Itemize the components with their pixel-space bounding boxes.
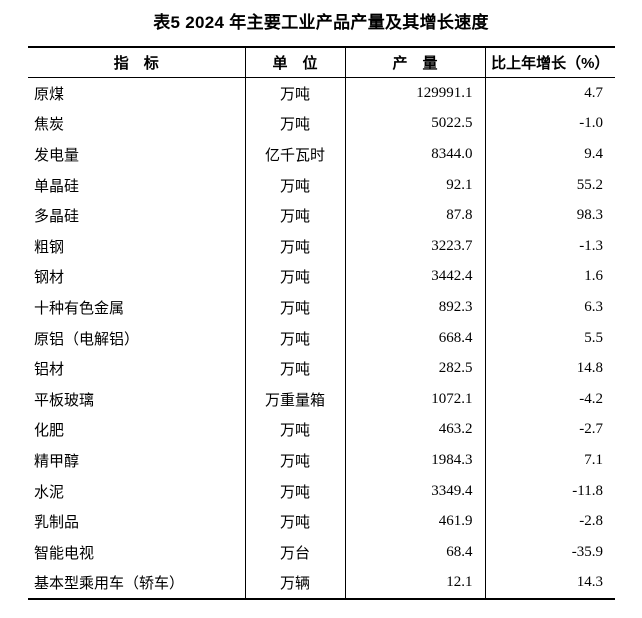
cell-output: 282.5 (344, 353, 485, 384)
cell-unit: 万吨 (244, 292, 345, 323)
cell-indicator: 智能电视 (34, 545, 95, 562)
table-row: 水泥 万吨 3349.4 -11.8 (28, 475, 615, 507)
cell-growth: -1.0 (484, 108, 615, 140)
table-row: 基本型乘用车（轿车） 万辆 12.1 14.3 (28, 567, 615, 600)
cell-indicator: 平板玻璃 (34, 392, 95, 409)
cell-indicator: 原铝（电解铝） (34, 331, 140, 348)
table-row: 化肥 万吨 463.2 -2.7 (28, 414, 615, 446)
cell-output: 12.1 (344, 567, 485, 600)
cell-growth: 6.3 (484, 292, 615, 323)
cell-output: 5022.5 (344, 108, 485, 140)
cell-unit: 万吨 (244, 322, 345, 354)
cell-unit: 万吨 (244, 475, 345, 507)
cell-indicator: 粗钢 (34, 239, 65, 256)
cell-output: 892.3 (344, 292, 485, 323)
table-row: 精甲醇 万吨 1984.3 7.1 (28, 445, 615, 476)
table-row: 乳制品 万吨 461.9 -2.8 (28, 506, 615, 537)
cell-indicator: 水泥 (34, 484, 65, 501)
cell-unit: 万吨 (244, 200, 345, 231)
cell-indicator: 十种有色金属 (34, 300, 125, 317)
cell-output: 3442.4 (344, 261, 485, 293)
industrial-output-table: 指 标 单 位 产 量 比上年增长（%） 原煤 万吨 129991.1 4.7 焦炭 万吨… (28, 46, 615, 601)
cell-indicator: 单晶硅 (34, 178, 80, 195)
cell-indicator: 铝材 (34, 362, 65, 379)
table-row: 原铝（电解铝） 万吨 668.4 5.5 (28, 322, 615, 354)
header-indicator: 指 标 (28, 47, 245, 78)
table-row: 十种有色金属 万吨 892.3 6.3 (28, 292, 615, 323)
table-row: 发电量 亿千瓦时 8344.0 9.4 (28, 139, 615, 170)
table-row: 多晶硅 万吨 87.8 98.3 (28, 200, 615, 231)
cell-growth: 55.2 (484, 169, 615, 201)
cell-unit: 万台 (244, 536, 345, 568)
cell-unit: 亿千瓦时 (244, 139, 345, 170)
cell-growth: 14.8 (484, 353, 615, 384)
cell-unit: 万吨 (244, 353, 345, 384)
cell-growth: -35.9 (484, 536, 615, 568)
cell-indicator: 钢材 (34, 270, 65, 287)
cell-indicator: 焦炭 (34, 117, 65, 134)
cell-indicator: 化肥 (34, 423, 65, 440)
cell-indicator: 原煤 (34, 86, 65, 103)
cell-output: 8344.0 (344, 139, 485, 170)
cell-indicator: 精甲醇 (34, 453, 80, 470)
cell-growth: 14.3 (484, 567, 615, 600)
cell-output: 461.9 (344, 506, 485, 537)
cell-unit: 万辆 (244, 567, 345, 600)
cell-growth: -2.7 (484, 414, 615, 446)
cell-unit: 万吨 (244, 108, 345, 140)
cell-unit: 万吨 (244, 261, 345, 293)
cell-output: 1072.1 (344, 383, 485, 415)
table-row: 智能电视 万台 68.4 -35.9 (28, 536, 615, 568)
cell-output: 68.4 (344, 536, 485, 568)
table-row: 单晶硅 万吨 92.1 55.2 (28, 169, 615, 201)
table-row: 粗钢 万吨 3223.7 -1.3 (28, 230, 615, 262)
cell-unit: 万吨 (244, 169, 345, 201)
header-row: 指 标 单 位 产 量 比上年增长（%） (28, 47, 615, 78)
cell-output: 3349.4 (344, 475, 485, 507)
header-growth: 比上年增长（%） (484, 47, 615, 78)
cell-growth: 5.5 (484, 322, 615, 354)
cell-output: 92.1 (344, 169, 485, 201)
table-header: 指 标 单 位 产 量 比上年增长（%） (28, 47, 615, 78)
cell-growth: 98.3 (484, 200, 615, 231)
cell-unit: 万吨 (244, 230, 345, 262)
cell-unit: 万吨 (244, 414, 345, 446)
cell-unit: 万吨 (244, 77, 345, 109)
table-row: 平板玻璃 万重量箱 1072.1 -4.2 (28, 383, 615, 415)
cell-output: 129991.1 (344, 77, 485, 109)
cell-growth: 4.7 (484, 77, 615, 109)
cell-growth: -4.2 (484, 383, 615, 415)
cell-output: 668.4 (344, 322, 485, 354)
table-body: 原煤 万吨 129991.1 4.7 焦炭 万吨 5022.5 -1.0 发电量 亿千瓦时 8344… (28, 77, 615, 600)
table-row: 焦炭 万吨 5022.5 -1.0 (28, 108, 615, 140)
cell-indicator: 乳制品 (34, 515, 80, 532)
cell-growth: 9.4 (484, 139, 615, 170)
table-row: 铝材 万吨 282.5 14.8 (28, 353, 615, 384)
cell-indicator: 发电量 (34, 147, 80, 164)
cell-growth: 7.1 (484, 445, 615, 476)
cell-growth: -1.3 (484, 230, 615, 262)
cell-growth: 1.6 (484, 261, 615, 293)
cell-indicator: 多晶硅 (34, 209, 80, 226)
cell-growth: -2.8 (484, 506, 615, 537)
table-row: 钢材 万吨 3442.4 1.6 (28, 261, 615, 293)
cell-indicator: 基本型乘用车（轿车） (34, 576, 185, 593)
cell-unit: 万吨 (244, 506, 345, 537)
cell-growth: -11.8 (484, 475, 615, 507)
header-output: 产 量 (344, 47, 485, 78)
cell-output: 1984.3 (344, 445, 485, 476)
cell-unit: 万吨 (244, 445, 345, 476)
cell-output: 463.2 (344, 414, 485, 446)
table-title: 表5 2024 年主要工业产品产量及其增长速度 (153, 13, 489, 32)
cell-unit: 万重量箱 (244, 383, 345, 415)
table-row: 原煤 万吨 129991.1 4.7 (28, 77, 615, 109)
header-unit: 单 位 (244, 47, 345, 78)
cell-output: 3223.7 (344, 230, 485, 262)
cell-output: 87.8 (344, 200, 485, 231)
